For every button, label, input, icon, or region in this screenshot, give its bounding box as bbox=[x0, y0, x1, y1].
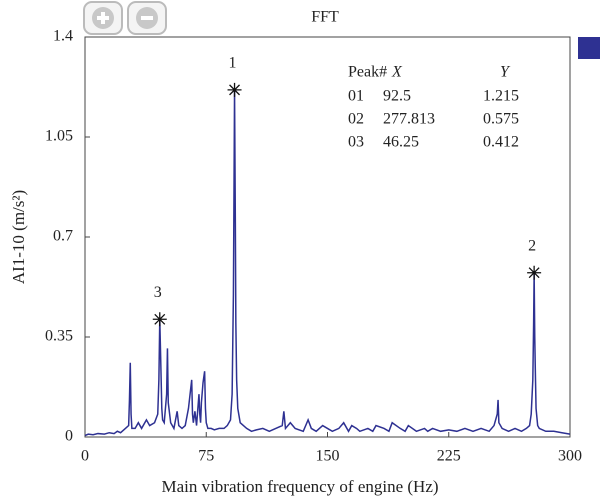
table-cell: 277.813 bbox=[383, 111, 435, 128]
y-tick-label: 0 bbox=[65, 428, 73, 445]
x-tick-label: 225 bbox=[437, 448, 461, 465]
x-tick-label: 150 bbox=[316, 448, 340, 465]
peak-marker bbox=[227, 82, 242, 97]
y-tick-label: 1.05 bbox=[45, 128, 73, 145]
legend-swatch bbox=[578, 37, 600, 59]
peak-label: 2 bbox=[528, 237, 536, 254]
x-axis-label: Main vibration frequency of engine (Hz) bbox=[161, 477, 438, 496]
spectrum-line bbox=[84, 89, 571, 437]
peak-marker bbox=[527, 265, 542, 280]
table-cell: 02 bbox=[348, 111, 364, 128]
y-tick-label: 1.4 bbox=[53, 28, 73, 45]
peak-marker bbox=[152, 312, 167, 327]
x-tick-label: 0 bbox=[81, 448, 89, 465]
table-cell: 03 bbox=[348, 134, 364, 151]
table-cell: 0.412 bbox=[483, 134, 519, 151]
peak-label: 3 bbox=[154, 284, 162, 301]
y-tick-label: 0.35 bbox=[45, 328, 73, 345]
chart-title: FFT bbox=[311, 9, 339, 26]
y-tick-label: 0.7 bbox=[53, 228, 73, 245]
table-cell: 92.5 bbox=[383, 88, 411, 105]
table-header: Y bbox=[500, 64, 511, 81]
table-cell: 0.575 bbox=[483, 111, 519, 128]
x-tick-label: 300 bbox=[558, 448, 582, 465]
x-tick-label: 75 bbox=[198, 448, 214, 465]
y-axis-label: AI1-10 (m/s²) bbox=[9, 190, 28, 284]
zoom-out-button[interactable] bbox=[127, 1, 167, 35]
table-header: Peak# bbox=[348, 64, 387, 81]
peak-label: 1 bbox=[229, 55, 237, 72]
zoom-in-button[interactable] bbox=[83, 1, 123, 35]
table-header: X bbox=[391, 64, 403, 81]
table-cell: 01 bbox=[348, 88, 364, 105]
table-cell: 46.25 bbox=[383, 134, 419, 151]
table-cell: 1.215 bbox=[483, 88, 519, 105]
